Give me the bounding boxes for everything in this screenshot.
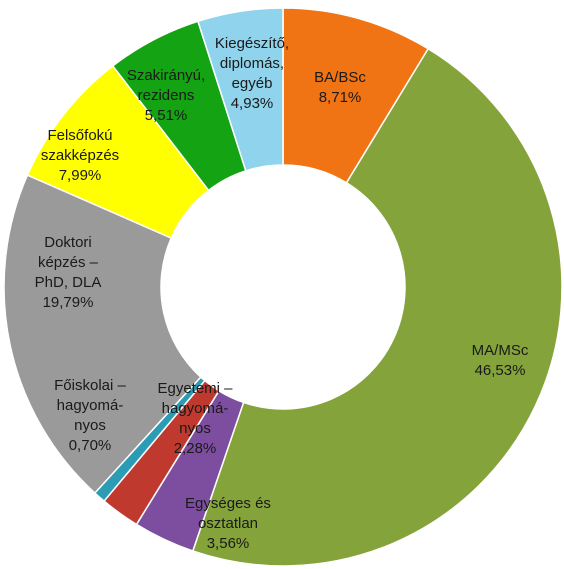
slice-label-line: hagyomá- [57,397,124,414]
slice-label-line: nyos [179,420,211,437]
slice-label-line: Felsőfokú [47,127,112,144]
slice-value-label: 5,51% [145,107,188,124]
donut-slice [3,174,202,495]
donut-slice [191,47,563,567]
slice-label-line: diplomás, [220,55,284,72]
slice-label-line: Doktori [44,234,92,251]
slice-value-label: 8,71% [319,89,362,106]
slice-label: Egységes és osztatlan 3,56% [185,495,271,552]
slice-label: BA/BSc 8,71% [314,69,366,106]
slice-label: Főiskolai – hagyomá-nyos 0,70% [54,377,126,454]
slice-label-line: MA/MSc [472,342,529,359]
slice-value-label: 4,93% [231,95,274,112]
slice-label-line: BA/BSc [314,69,366,86]
slice-value-label: 3,56% [207,535,250,552]
slice-value-label: 2,28% [174,440,217,457]
slice-value-label: 19,79% [43,294,94,311]
slice-label-line: képzés – [38,254,99,271]
slice-label-line: Egyetemi – [157,380,233,397]
slice-value-label: 46,53% [475,362,526,379]
slice-label-line: hagyomá- [162,400,229,417]
slice-value-label: 0,70% [69,437,112,454]
slice-label-line: osztatlan [198,515,258,532]
slice-label: Doktori képzés – PhD, DLA 19,79% [35,234,102,311]
slice-label-line: szakképzés [41,147,119,164]
slice-label-line: Főiskolai – [54,377,126,394]
slice-label: Kiegészítő, diplomás, egyéb 4,93% [215,35,289,112]
donut-slice [197,7,284,172]
slice-label-line: Kiegészítő, [215,35,289,52]
slice-label: Egyetemi – hagyomá-nyos 2,28% [157,380,233,457]
slice-label-line: egyéb [232,75,273,92]
slice-label-line: nyos [74,417,106,434]
slice-label: Felsőfokú szakképzés 7,99% [41,127,119,184]
slice-label: MA/MSc 46,53% [472,342,529,379]
slice-label: Szakirányú, rezidens 5,51% [127,67,205,124]
slice-label-line: Szakirányú, [127,67,205,84]
slice-value-label: 7,99% [59,167,102,184]
slice-label-line: Egységes és [185,495,271,512]
slice-label-line: PhD, DLA [35,274,102,291]
slice-label-line: rezidens [138,87,195,104]
